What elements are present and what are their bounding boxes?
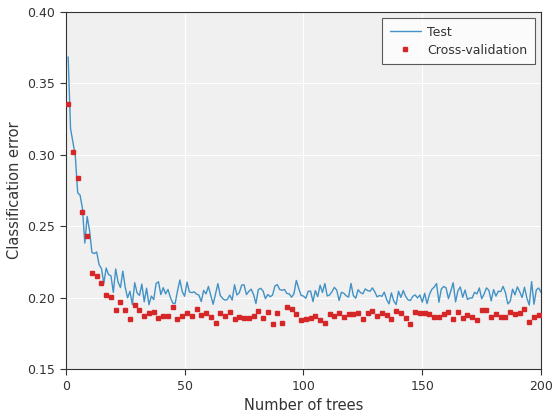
Test <box>65 54 72 59</box>
Cross-validation <box>155 315 162 320</box>
Test <box>514 284 521 289</box>
Test <box>497 289 504 294</box>
Cross-validation <box>174 316 181 321</box>
Cross-validation <box>65 101 72 106</box>
Test <box>526 302 533 307</box>
Line: Test: Test <box>68 57 541 305</box>
X-axis label: Number of trees: Number of trees <box>244 398 363 413</box>
Cross-validation <box>346 312 352 317</box>
Cross-validation <box>516 310 523 315</box>
Test <box>84 214 91 219</box>
Cross-validation <box>535 312 542 317</box>
Test <box>191 289 198 294</box>
Legend: Test, Cross-validation: Test, Cross-validation <box>382 18 535 64</box>
Cross-validation <box>407 322 414 327</box>
Test <box>153 281 160 286</box>
Test <box>94 249 100 255</box>
Cross-validation <box>307 315 314 320</box>
Test <box>538 290 544 295</box>
Line: Cross-validation: Cross-validation <box>66 102 541 326</box>
Cross-validation <box>502 315 509 320</box>
Y-axis label: Classification error: Classification error <box>7 122 22 259</box>
